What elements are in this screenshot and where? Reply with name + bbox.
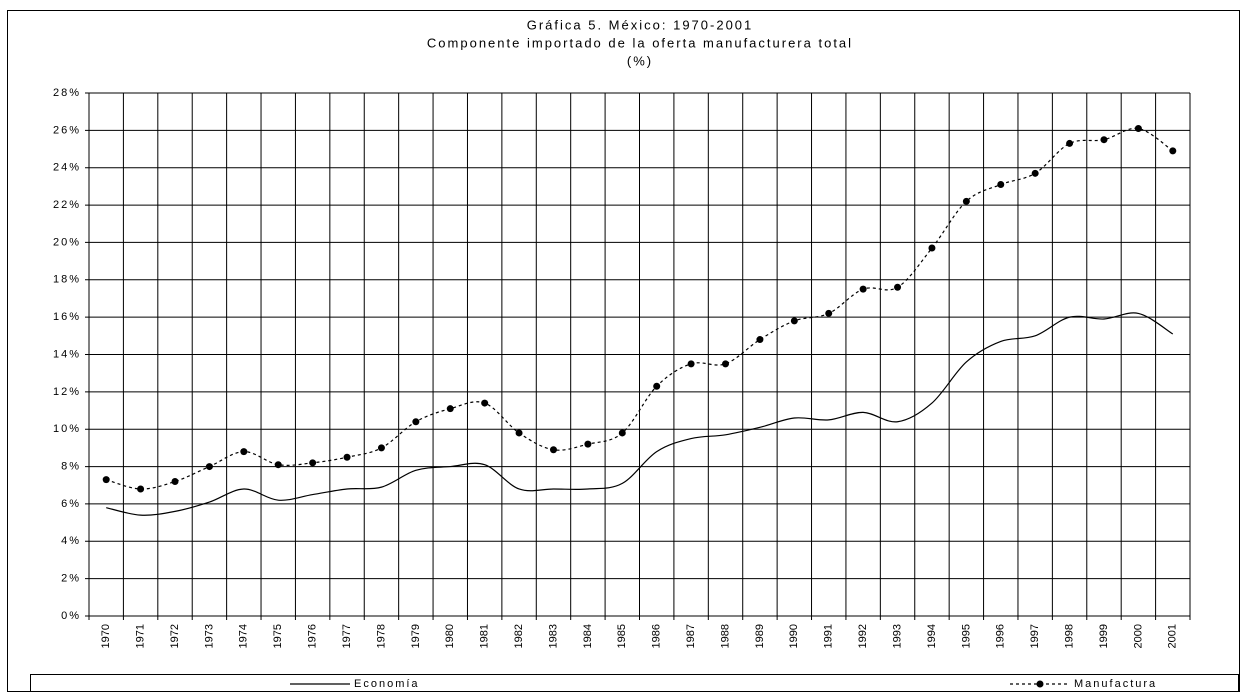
x-tick-label: 1972 [169, 624, 181, 648]
x-tick-label: 1993 [891, 624, 903, 648]
data-point [584, 440, 592, 448]
y-tick-label: 24% [53, 162, 81, 174]
data-point [412, 418, 420, 426]
legend-label: Manufactura [1074, 678, 1157, 690]
x-tick-label: 1987 [685, 624, 697, 648]
x-tick-label: 1999 [1098, 624, 1110, 648]
data-point [102, 476, 110, 484]
y-tick-label: 0% [61, 610, 81, 622]
x-tick-label: 1997 [1029, 624, 1041, 648]
x-tick-label: 1991 [823, 624, 835, 648]
data-point [687, 360, 695, 368]
x-tick-label: 1995 [960, 624, 972, 648]
data-point [928, 244, 936, 252]
data-point [137, 485, 145, 493]
data-point [343, 453, 351, 461]
series-line [106, 312, 1174, 516]
data-point [1169, 147, 1177, 155]
data-point [859, 285, 867, 293]
x-tick-label: 1990 [788, 624, 800, 648]
y-tick-label: 22% [53, 199, 81, 211]
x-tick-label: 1980 [444, 624, 456, 648]
data-point [446, 405, 454, 413]
data-point [894, 283, 902, 291]
y-tick-label: 8% [61, 460, 81, 472]
y-tick-label: 4% [61, 535, 81, 547]
x-tick-label: 1976 [307, 624, 319, 648]
data-point [549, 446, 557, 454]
y-tick-label: 28% [53, 87, 81, 99]
y-tick-label: 26% [53, 124, 81, 136]
x-tick-label: 2001 [1167, 624, 1179, 648]
x-tick-label: 1981 [479, 624, 491, 648]
data-point [1031, 169, 1039, 177]
data-point [1134, 124, 1142, 132]
x-tick-label: 1986 [651, 624, 663, 648]
data-point [997, 181, 1005, 189]
x-tick-label: 1975 [272, 624, 284, 648]
data-point [618, 429, 626, 437]
y-tick-label: 10% [53, 423, 81, 435]
data-point [1100, 136, 1108, 144]
data-point [240, 448, 248, 456]
y-tick-label: 6% [61, 498, 81, 510]
data-point [1066, 139, 1074, 147]
y-tick-label: 16% [53, 311, 81, 323]
x-tick-label: 1971 [135, 624, 147, 648]
data-point [790, 317, 798, 325]
x-tick-label: 2000 [1132, 624, 1144, 648]
y-tick-label: 18% [53, 274, 81, 286]
x-tick-label: 1994 [926, 624, 938, 648]
x-tick-label: 1984 [582, 624, 594, 648]
unit-label: (%) [627, 53, 653, 68]
data-point [722, 360, 730, 368]
y-tick-label: 20% [53, 236, 81, 248]
y-tick-label: 12% [53, 386, 81, 398]
data-point [377, 444, 385, 452]
data-point [825, 309, 833, 317]
x-tick-label: 1983 [547, 624, 559, 648]
x-tick-label: 1979 [410, 624, 422, 648]
x-tick-label: 1977 [341, 624, 353, 648]
data-point [274, 461, 282, 469]
data-point [309, 459, 317, 467]
x-tick-label: 1982 [513, 624, 525, 648]
data-point [481, 399, 489, 407]
x-tick-label: 1989 [754, 624, 766, 648]
x-tick-label: 1996 [995, 624, 1007, 648]
y-tick-label: 2% [61, 573, 81, 585]
legend-marker [1036, 680, 1044, 688]
data-point [515, 429, 523, 437]
data-point [171, 478, 179, 486]
y-tick-label: 14% [53, 348, 81, 360]
legend-label: Economía [354, 678, 420, 690]
data-point [756, 336, 764, 344]
legend-box [30, 674, 1239, 692]
x-tick-label: 1978 [375, 624, 387, 648]
data-point [962, 197, 970, 205]
data-point [205, 463, 213, 471]
chart-subtitle: Componente importado de la oferta manufa… [427, 35, 853, 50]
x-tick-label: 1970 [100, 624, 112, 648]
x-tick-label: 1985 [616, 624, 628, 648]
x-tick-label: 1973 [203, 624, 215, 648]
chart-title: Gráfica 5. México: 1970-2001 [527, 17, 754, 32]
x-tick-label: 1992 [857, 624, 869, 648]
data-point [653, 382, 661, 390]
x-tick-label: 1988 [719, 624, 731, 648]
x-tick-label: 1974 [238, 624, 250, 648]
x-tick-label: 1998 [1063, 624, 1075, 648]
